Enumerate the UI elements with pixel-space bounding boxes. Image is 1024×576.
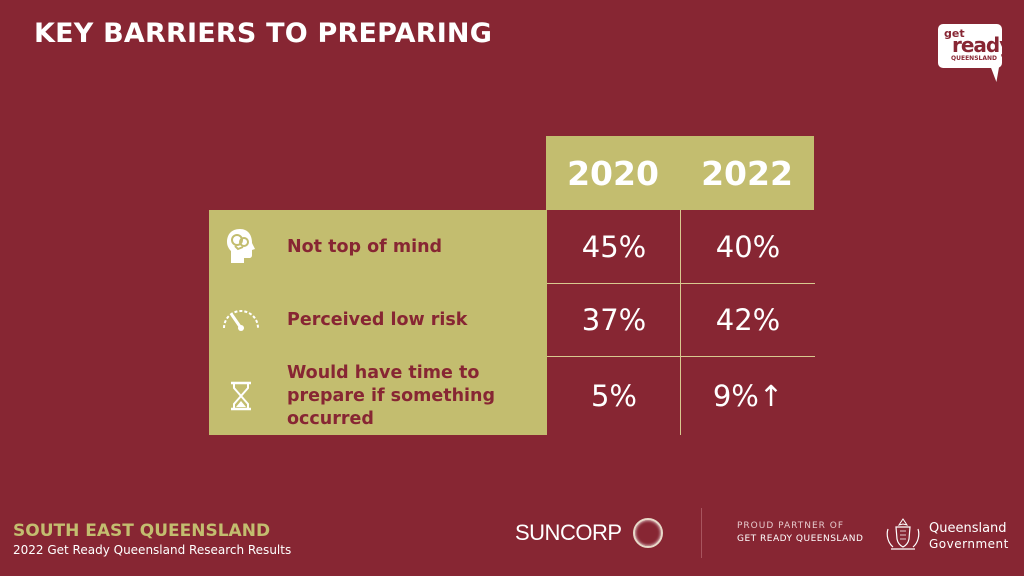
year-header: 2020 2022 <box>546 136 814 210</box>
value-cell: 42% <box>715 302 781 337</box>
logo-line-2: ready <box>952 33 1012 57</box>
page-title: KEY BARRIERS TO PREPARING <box>34 18 493 49</box>
barrier-values-grid: 45% 40% 37% 42% 5% 9%↑ <box>547 210 815 435</box>
barrier-labels-panel: Not top of mind Perceived low risk Would… <box>209 210 547 435</box>
barrier-label: Not top of mind <box>287 237 443 257</box>
barrier-label: Would have time to prepare if something … <box>287 363 496 429</box>
value-cell: 37% <box>581 302 647 337</box>
gauge-icon <box>221 299 261 339</box>
row-divider <box>547 356 815 357</box>
barrier-row-label: Would have time to prepare if something … <box>209 356 547 435</box>
get-ready-queensland-logo: get ready QUEENSLAND <box>938 24 1012 86</box>
barrier-label: Perceived low risk <box>287 310 468 330</box>
barrier-row-label: Perceived low risk <box>209 283 547 356</box>
suncorp-ring-icon <box>633 518 663 548</box>
partner-line-2: GET READY QUEENSLAND <box>737 534 864 544</box>
logo-line-3: QUEENSLAND <box>951 55 997 62</box>
year-2022-header: 2022 <box>701 153 793 193</box>
year-2020-header: 2020 <box>567 153 659 193</box>
queensland-crest-icon <box>886 518 920 550</box>
barrier-row-label: Not top of mind <box>209 210 547 283</box>
footer-subtitle: 2022 Get Ready Queensland Research Resul… <box>13 543 292 557</box>
value-cell: 5% <box>590 378 637 413</box>
row-divider <box>547 283 815 284</box>
value-cell: 9%↑ <box>712 378 784 413</box>
hourglass-icon <box>221 376 261 416</box>
footer-region: SOUTH EAST QUEENSLAND <box>13 521 271 541</box>
logo-line-1: get <box>944 27 965 40</box>
government-line-1: Queensland <box>929 521 1007 536</box>
column-divider <box>680 210 681 435</box>
value-cell: 45% <box>581 229 647 264</box>
brain-head-icon <box>221 226 261 266</box>
government-line-2: Government <box>929 537 1009 551</box>
suncorp-logo-text: SUNCORP <box>515 520 622 545</box>
footer-divider <box>701 508 702 558</box>
value-cell: 40% <box>715 229 781 264</box>
partner-line-1: PROUD PARTNER OF <box>737 521 845 531</box>
